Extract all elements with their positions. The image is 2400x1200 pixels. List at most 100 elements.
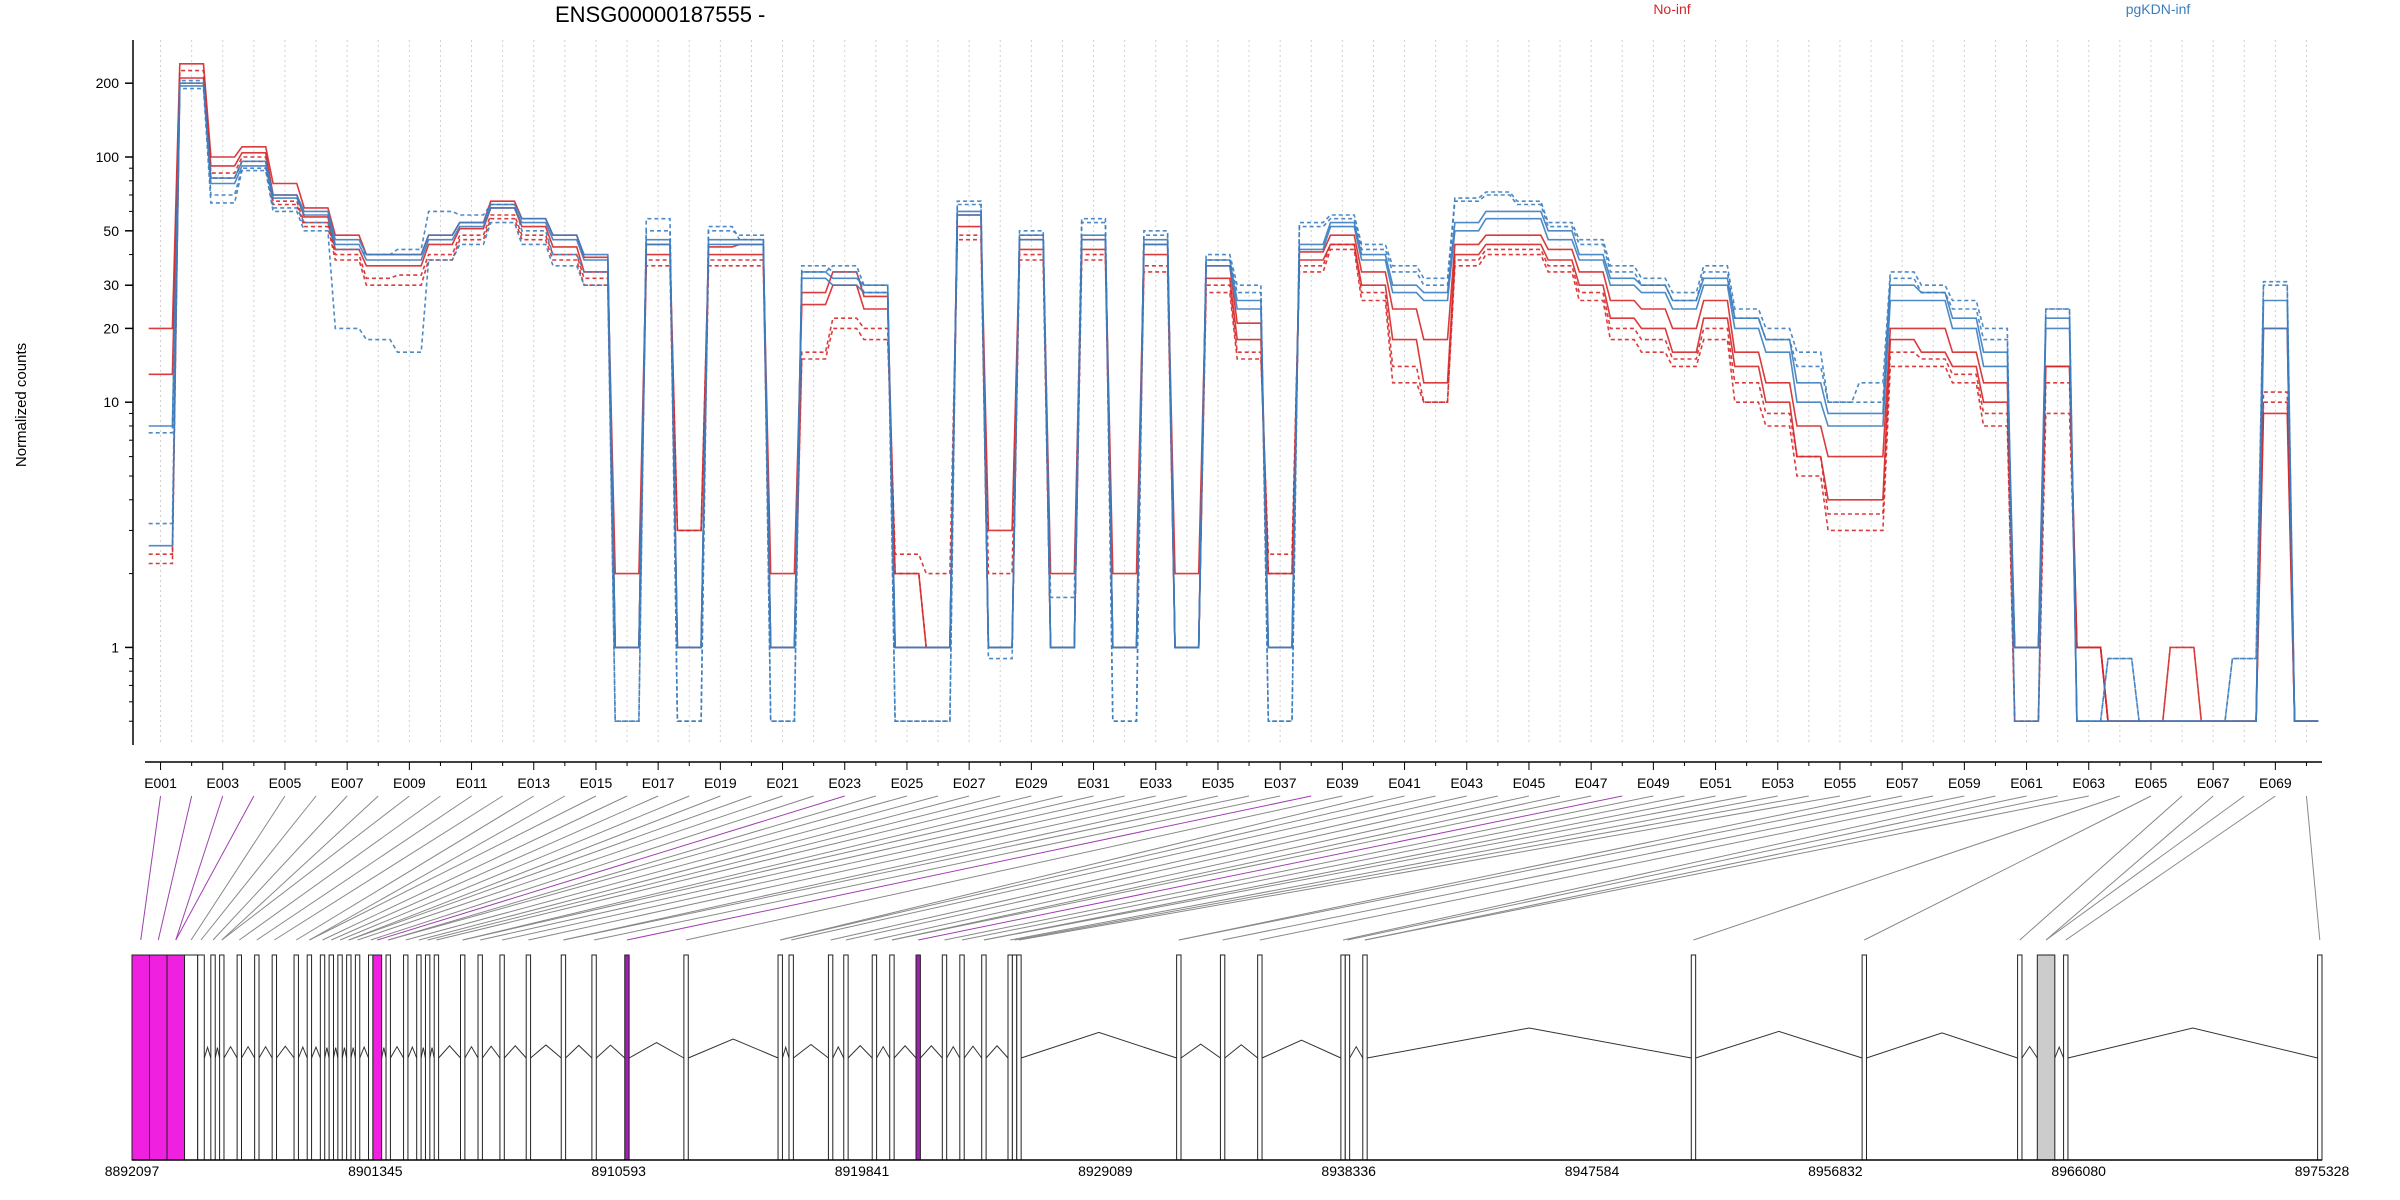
intron-line — [325, 1048, 329, 1058]
intron-line — [964, 1046, 982, 1058]
x-tick-label: E019 — [704, 775, 737, 791]
exon-block — [386, 955, 390, 1160]
x-tick-label: E051 — [1699, 775, 1732, 791]
x-tick-label: E031 — [1077, 775, 1110, 791]
exon-block — [789, 955, 793, 1160]
exon-block — [1691, 955, 1695, 1160]
x-axis: E001 E003 E005 E007 E009 E011 E013 E015 E017 E019… — [144, 762, 2322, 791]
intron-line — [312, 1047, 321, 1058]
y-tick-label: 100 — [96, 149, 120, 165]
connector-line — [563, 796, 1249, 940]
intron-line — [1367, 1028, 1691, 1058]
connector-line — [201, 796, 316, 940]
connector-line — [331, 796, 658, 940]
gene-axis-tick-label: 8919841 — [835, 1163, 890, 1179]
connector-line — [1365, 796, 2089, 940]
gene-axis-tick-label: 8910593 — [591, 1163, 646, 1179]
exon-block — [942, 955, 946, 1160]
connector-line — [2020, 796, 2182, 940]
intron-line — [782, 1047, 789, 1058]
connector-line — [1010, 796, 1778, 940]
intron-line — [1021, 1032, 1176, 1058]
series-line-no-inf-0 — [149, 64, 2319, 721]
exon-block — [320, 955, 324, 1160]
x-tick-label: E003 — [206, 775, 239, 791]
exon-block — [404, 955, 408, 1160]
x-tick-label: E013 — [517, 775, 550, 791]
connector-line — [141, 796, 161, 940]
gene-axis-tick-label: 8947584 — [1565, 1163, 1620, 1179]
intron-line — [298, 1047, 307, 1058]
exon-block — [369, 955, 373, 1160]
x-tick-label: E007 — [331, 775, 364, 791]
x-tick-label: E059 — [1948, 775, 1981, 791]
exon-block — [2318, 955, 2322, 1160]
exon-block — [425, 955, 429, 1160]
intron-line — [920, 1046, 942, 1058]
y-tick-label: 1 — [111, 639, 119, 655]
x-tick-label: E035 — [1202, 775, 1235, 791]
x-tick-label: E039 — [1326, 775, 1359, 791]
exon-block — [338, 955, 342, 1160]
exon-block — [526, 955, 530, 1160]
exon-block — [2018, 955, 2022, 1160]
exon-block — [307, 955, 311, 1160]
intron-line — [504, 1046, 526, 1058]
exon-block — [347, 955, 351, 1160]
exon-block — [185, 955, 198, 1160]
intron-line — [242, 1047, 255, 1058]
intron-line — [1262, 1040, 1341, 1058]
exon-block — [1862, 955, 1866, 1160]
exon-block — [828, 955, 832, 1160]
exon-block — [373, 955, 382, 1160]
y-tick-label: 50 — [103, 223, 119, 239]
x-tick-label: E063 — [2072, 775, 2105, 791]
intron-line — [465, 1047, 478, 1058]
exon-block — [890, 955, 894, 1160]
exon-block — [150, 955, 168, 1160]
exon-block — [1177, 955, 1181, 1160]
intron-line — [333, 1048, 337, 1058]
exon-block — [272, 955, 276, 1160]
series-line-pgkdn-inf-7 — [149, 81, 2319, 722]
y-tick-label: 30 — [103, 277, 119, 293]
connector-line — [358, 796, 783, 940]
exon-block — [1012, 955, 1016, 1160]
x-tick-label: E033 — [1139, 775, 1172, 791]
intron-line — [877, 1047, 890, 1058]
intron-line — [390, 1047, 403, 1058]
connector-line — [1179, 796, 1902, 940]
exon-connectors — [141, 796, 2320, 940]
intron-line — [848, 1046, 872, 1058]
x-tick-label: E027 — [953, 775, 986, 791]
intron-line — [2068, 1028, 2318, 1058]
exon-block — [778, 955, 782, 1160]
x-tick-label: E045 — [1513, 775, 1546, 791]
x-tick-label: E069 — [2259, 775, 2292, 791]
x-tick-label: E061 — [2010, 775, 2043, 791]
exon-block — [220, 955, 224, 1160]
exon-block — [844, 955, 848, 1160]
connector-line — [158, 796, 191, 940]
series-line-no-inf-1 — [149, 78, 2319, 721]
connector-line — [1343, 796, 1995, 940]
connector-line — [627, 796, 1311, 940]
x-tick-label: E049 — [1637, 775, 1670, 791]
x-tick-label: E053 — [1761, 775, 1794, 791]
intron-line — [1866, 1033, 2017, 1058]
series-line-no-inf-3 — [149, 71, 2319, 722]
intron-line — [2055, 1047, 2064, 1058]
exon-block — [592, 955, 596, 1160]
intron-line — [793, 1044, 828, 1058]
intron-line — [430, 1048, 434, 1058]
exon-block — [916, 955, 920, 1160]
genomic-coordinate-axis: 8892097 8901345 8910593 8919841 8929089 89383… — [105, 1160, 2350, 1179]
connector-line — [176, 796, 223, 940]
legend-entry-no-inf: No-inf — [1653, 1, 1690, 17]
y-tick-label: 200 — [96, 75, 120, 91]
connector-line — [349, 796, 752, 940]
gene-model — [132, 955, 2322, 1160]
connector-line — [274, 796, 502, 940]
connector-line — [257, 796, 472, 940]
intron-line — [947, 1047, 960, 1058]
